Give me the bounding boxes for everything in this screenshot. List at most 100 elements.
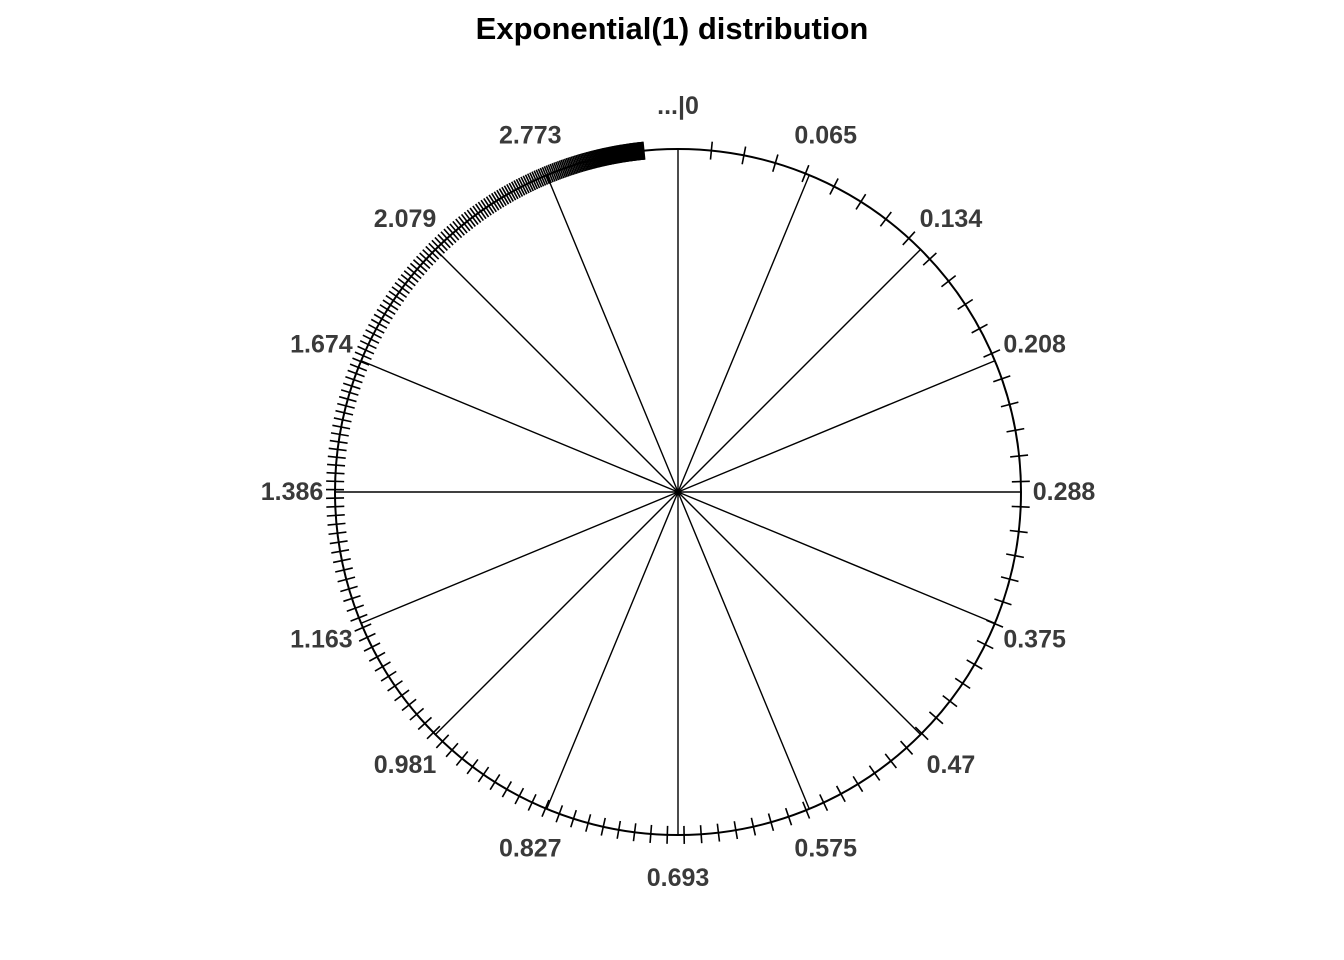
- tick-mark: [440, 231, 454, 246]
- tick-mark: [332, 558, 351, 564]
- tick-mark: [445, 742, 459, 758]
- tick-mark: [416, 255, 431, 269]
- tick-mark: [592, 150, 599, 169]
- tick-mark: [994, 598, 1012, 606]
- tick-mark: [649, 824, 653, 843]
- tick-mark: [352, 357, 370, 366]
- tick-mark: [533, 170, 543, 188]
- tick-mark: [555, 161, 563, 180]
- tick-mark: [801, 164, 810, 183]
- tick-mark: [329, 439, 348, 444]
- tick-mark: [472, 205, 485, 222]
- spoke-line: [546, 491, 679, 810]
- tick-mark: [940, 275, 957, 288]
- tick-mark: [599, 148, 606, 167]
- spoke-line: [677, 491, 810, 810]
- tick-mark: [957, 298, 974, 311]
- tick-mark: [632, 823, 637, 842]
- quantile-label: 0.375: [1003, 626, 1066, 654]
- tick-mark: [553, 162, 562, 180]
- tick-mark: [556, 160, 565, 179]
- tick-mark: [993, 375, 1011, 383]
- tick-mark: [545, 165, 554, 183]
- tick-mark: [400, 273, 416, 287]
- tick-mark: [581, 153, 588, 171]
- tick-mark: [922, 252, 937, 266]
- tick-mark: [333, 417, 352, 423]
- tick-mark: [328, 447, 347, 452]
- tick-mark: [609, 146, 615, 165]
- spoke-line: [360, 360, 679, 493]
- tick-mark: [884, 753, 898, 769]
- tick-mark: [594, 149, 601, 168]
- tick-mark: [570, 156, 578, 174]
- tick-mark: [522, 175, 532, 193]
- tick-mark: [591, 150, 597, 169]
- tick-mark: [466, 758, 479, 775]
- tick-mark: [491, 192, 502, 210]
- tick-mark: [928, 711, 944, 725]
- tick-mark: [350, 613, 368, 622]
- tick-mark: [578, 153, 585, 172]
- tick-mark: [942, 694, 958, 708]
- tick-mark: [520, 176, 530, 194]
- tick-mark: [971, 323, 988, 334]
- tick-mark: [409, 707, 425, 721]
- tick-mark: [354, 351, 372, 361]
- tick-mark: [899, 740, 914, 755]
- tick-mark: [954, 677, 971, 690]
- tick-mark: [515, 178, 526, 196]
- tick-mark: [493, 191, 505, 208]
- tick-mark: [750, 817, 757, 836]
- tick-mark: [622, 144, 627, 163]
- tick-mark: [335, 567, 353, 573]
- tick-mark: [374, 661, 391, 672]
- tick-mark: [437, 234, 451, 249]
- tick-mark: [529, 172, 539, 190]
- tick-mark: [620, 144, 625, 163]
- tick-mark: [412, 259, 428, 273]
- tick-mark: [617, 144, 623, 163]
- spoke-line: [434, 491, 679, 736]
- tick-mark: [328, 531, 347, 536]
- tick-mark: [382, 299, 399, 311]
- tick-mark: [586, 151, 594, 170]
- tick-mark: [716, 823, 721, 842]
- tick-mark: [391, 286, 408, 298]
- tick-mark: [373, 313, 391, 325]
- tick-mark: [329, 540, 348, 545]
- tick-mark: [596, 149, 602, 168]
- tick-mark: [376, 308, 393, 320]
- spoke-line: [434, 248, 679, 493]
- tick-mark: [767, 813, 775, 832]
- tick-mark: [474, 203, 487, 220]
- tick-mark: [365, 329, 382, 339]
- tick-mark: [1009, 529, 1028, 534]
- quantile-label: 0.288: [1033, 478, 1096, 506]
- tick-mark: [342, 382, 361, 390]
- tick-mark: [615, 145, 621, 164]
- tick-mark: [388, 290, 405, 303]
- tick-mark: [666, 825, 669, 844]
- tick-mark: [431, 239, 446, 254]
- tick-mark: [419, 252, 434, 266]
- tick-mark: [585, 151, 592, 170]
- tick-mark: [642, 141, 646, 160]
- tick-mark: [370, 318, 388, 329]
- tick-mark: [368, 323, 385, 334]
- tick-mark: [508, 182, 519, 200]
- tick-mark: [380, 670, 397, 682]
- quantile-label: 0.575: [794, 835, 857, 863]
- tick-mark: [455, 750, 469, 766]
- tick-mark: [535, 169, 545, 187]
- quantile-spokes: [335, 149, 1021, 835]
- tick-mark: [330, 432, 349, 437]
- spoke-line: [360, 491, 679, 624]
- tick-mark: [879, 211, 892, 227]
- quantile-label: 0.47: [927, 751, 976, 779]
- tick-mark: [589, 150, 596, 169]
- quantile-label: 1.674: [290, 330, 353, 358]
- tick-mark: [425, 245, 440, 260]
- tick-mark: [568, 156, 576, 175]
